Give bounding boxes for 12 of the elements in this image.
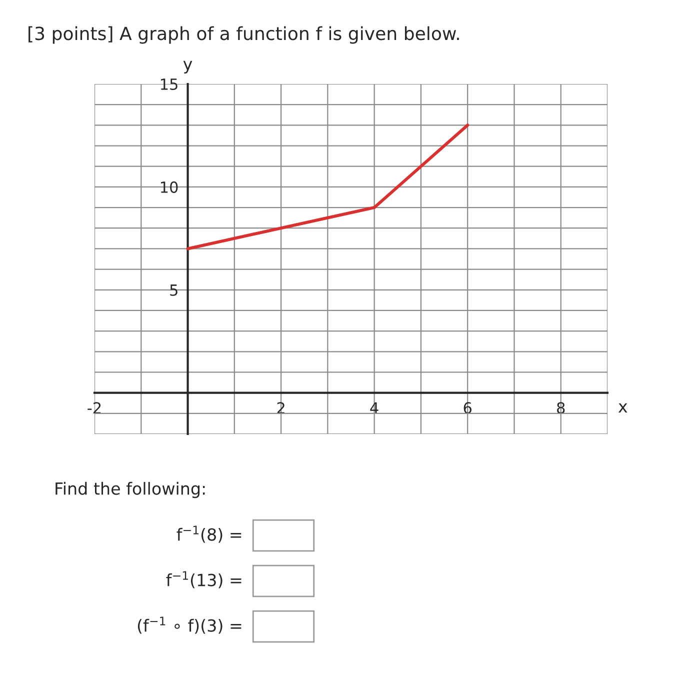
x-axis-title: x bbox=[618, 403, 628, 412]
y-tick-label: 10 bbox=[160, 181, 178, 193]
text: f$^{−1}$(13) = bbox=[166, 571, 242, 588]
y-tick-label: 15 bbox=[160, 78, 178, 90]
y-tick-label: 5 bbox=[170, 284, 178, 296]
y-axis-title: y bbox=[183, 60, 192, 74]
text: Find the following: bbox=[56, 482, 205, 498]
chart-title: [3 points] A graph of a function f is given below. bbox=[28, 26, 459, 44]
text: f$^{−1}$(8) = bbox=[176, 526, 242, 543]
x-tick-label: 6 bbox=[464, 402, 472, 414]
text: (f$^{−1}$ ∘ f)(3) = bbox=[138, 616, 242, 634]
x-tick-label: 4 bbox=[370, 402, 378, 414]
